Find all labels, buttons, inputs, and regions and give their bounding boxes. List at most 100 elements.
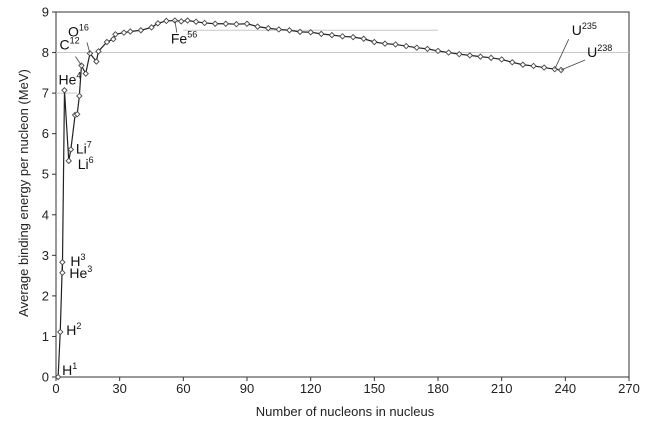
annotation-mass-number: 12: [70, 36, 80, 46]
data-point: [445, 49, 452, 56]
x-tick-label: 120: [300, 381, 322, 396]
annotation-mass-number: 7: [87, 139, 92, 149]
plot-frame-border: [55, 11, 630, 378]
data-point: [360, 35, 367, 43]
annotation-symbol: He: [58, 71, 76, 87]
data-point: [328, 31, 336, 39]
data-point: [112, 31, 119, 38]
data-point: [57, 328, 64, 336]
data-point: [318, 30, 325, 38]
annotation-mass-number: 3: [80, 252, 85, 262]
data-point: [509, 59, 516, 66]
x-tick-label: 240: [554, 381, 576, 396]
annotation-label: H2: [66, 321, 81, 338]
annotation-symbol: U: [587, 44, 597, 60]
x-tick-label: 90: [240, 381, 254, 396]
annotation-he3: He3: [69, 264, 92, 281]
data-point: [201, 19, 208, 27]
x-tick-label: 0: [52, 381, 59, 396]
annotation-u235: U235: [554, 21, 597, 70]
data-point: [177, 18, 185, 25]
annotation-leader-line: [86, 42, 91, 54]
annotation-symbol: Li: [76, 140, 87, 156]
data-point: [392, 41, 399, 48]
y-tick-label: 9: [42, 5, 49, 20]
annotation-h3: H3: [70, 252, 85, 269]
data-point: [487, 54, 495, 62]
x-tick-label: 180: [427, 381, 449, 396]
annotation-li6: Li6: [78, 155, 94, 172]
plot-frame: [55, 11, 630, 378]
series-line: [57, 19, 562, 378]
y-axis-ticks: 0 1 2 3 4 5 6 7 8 9: [42, 5, 56, 385]
annotation-leader-line: [554, 39, 570, 70]
data-point: [137, 27, 145, 34]
annotation-symbol: H: [62, 362, 72, 378]
data-point: [371, 38, 378, 46]
x-tick-label: 270: [618, 381, 640, 396]
data-point: [65, 157, 72, 165]
annotation-symbol: Fe: [171, 31, 188, 47]
annotation-label: He3: [69, 264, 92, 281]
annotation-mass-number: 56: [187, 30, 197, 40]
annotation-mass-number: 4: [76, 70, 81, 80]
data-point: [233, 20, 240, 28]
annotation-symbol: H: [70, 253, 80, 269]
y-tick-label: 4: [42, 207, 49, 222]
data-point: [54, 373, 62, 381]
annotation-h1: H1: [62, 361, 77, 378]
data-point: [82, 70, 89, 77]
data-point: [540, 64, 548, 71]
data-point: [76, 92, 83, 100]
annotation-leader-line: [75, 56, 82, 66]
annotation-he4: He4: [58, 70, 81, 87]
y-tick-label: 1: [42, 329, 49, 344]
annotation-label: H1: [62, 361, 77, 378]
data-point: [148, 24, 155, 31]
annotation-label: He4: [58, 70, 81, 87]
data-point: [349, 33, 357, 41]
data-point: [93, 58, 100, 65]
annotation-symbol: C: [59, 37, 69, 53]
data-point: [381, 40, 389, 47]
annotation-label: Fe56: [171, 30, 197, 47]
data-point: [243, 20, 251, 27]
y-tick-label: 5: [42, 167, 49, 182]
data-point: [424, 45, 431, 53]
annotation-u238: U238: [560, 43, 612, 71]
data-point: [402, 42, 410, 50]
x-tick-label: 30: [112, 381, 126, 396]
data-point: [477, 53, 484, 60]
annotation-label: U238: [587, 43, 612, 60]
y-tick-label: 2: [42, 288, 49, 303]
annotation-label: H3: [70, 252, 85, 269]
data-point: [95, 48, 102, 55]
data-point: [86, 50, 94, 57]
annotation-h2: H2: [66, 321, 81, 338]
data-point: [434, 47, 442, 55]
data-point: [127, 28, 134, 35]
y-tick-label: 3: [42, 248, 49, 263]
annotation-mass-number: 3: [87, 264, 92, 274]
data-point: [163, 17, 170, 25]
data-point: [154, 20, 162, 27]
data-point: [61, 87, 68, 94]
data-point: [286, 27, 293, 34]
annotation-o16: O16: [68, 22, 91, 54]
x-tick-label: 210: [491, 381, 513, 396]
annotation-label: Li7: [76, 139, 92, 156]
x-axis-label: Number of nucleons in nucleus: [256, 404, 435, 419]
data-point: [551, 65, 558, 73]
annotation-mass-number: 238: [597, 43, 612, 53]
data-point: [296, 28, 304, 36]
annotation-label: Li6: [78, 155, 94, 172]
data-point: [498, 56, 505, 63]
annotation-symbol: O: [68, 23, 79, 39]
x-tick-label: 150: [363, 381, 385, 396]
y-axis-label: Average binding energy per nucleon (MeV): [16, 69, 31, 317]
annotation-symbol: Li: [78, 156, 89, 172]
annotation-mass-number: 16: [79, 22, 89, 32]
annotation-fe56: Fe56: [171, 20, 197, 47]
annotation-label: O16: [68, 22, 89, 39]
